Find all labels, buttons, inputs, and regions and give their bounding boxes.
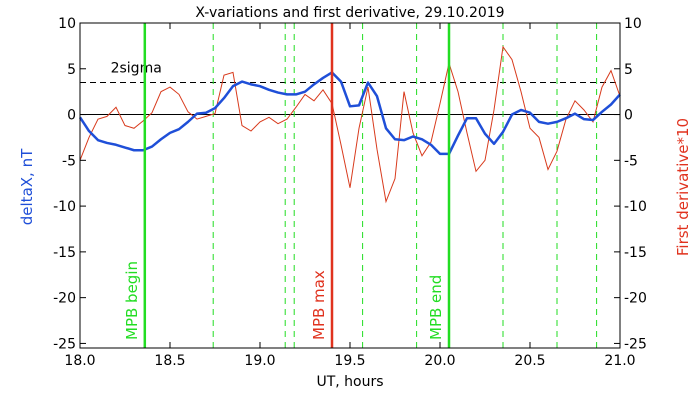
y-tick-label-right-2: 0 bbox=[624, 108, 633, 124]
y-tick-label-right-4: -10 bbox=[624, 199, 647, 215]
x-tick-label-4: 20.0 bbox=[424, 353, 455, 369]
x-tick-label-6: 21.0 bbox=[604, 353, 635, 369]
y-tick-label-right-3: -5 bbox=[624, 153, 638, 169]
x-axis-label: UT, hours bbox=[316, 374, 383, 390]
derivative-line bbox=[79, 45, 621, 204]
reference-label-1: 2sigma bbox=[111, 61, 162, 77]
x-tick-label-1: 18.5 bbox=[154, 353, 185, 369]
y-axis-right-label: First derivative*10 bbox=[674, 118, 692, 256]
x-tick-label-0: 18.0 bbox=[64, 353, 95, 369]
vline-label-0: MPB begin bbox=[123, 261, 141, 340]
y-axis-left-label: deltaX, nT bbox=[18, 148, 36, 225]
y-tick-label-left-2: 0 bbox=[67, 108, 76, 124]
vline-label-1: MPB max bbox=[310, 270, 328, 340]
deltax-line bbox=[78, 71, 621, 156]
y-tick-label-left-1: 5 bbox=[67, 62, 76, 78]
chart-title: X-variations and first derivative, 29.10… bbox=[195, 5, 504, 21]
y-tick-label-right-1: 5 bbox=[624, 62, 633, 78]
y-tick-label-right-0: 10 bbox=[624, 16, 642, 32]
x-tick-label-5: 20.5 bbox=[514, 353, 545, 369]
y-tick-label-left-3: -5 bbox=[62, 153, 76, 169]
y-tick-label-left-4: -10 bbox=[53, 199, 76, 215]
y-tick-label-left-7: -25 bbox=[53, 336, 76, 352]
x-tick-label-2: 19.0 bbox=[244, 353, 275, 369]
y-tick-label-right-7: -25 bbox=[624, 336, 647, 352]
y-tick-label-left-0: 10 bbox=[58, 16, 76, 32]
y-tick-label-left-5: -15 bbox=[53, 245, 76, 261]
vline-label-2: MPB end bbox=[427, 275, 445, 340]
y-tick-label-right-5: -15 bbox=[624, 245, 647, 261]
y-tick-label-left-6: -20 bbox=[53, 291, 76, 307]
y-tick-label-right-6: -20 bbox=[624, 291, 647, 307]
x-tick-label-3: 19.5 bbox=[334, 353, 365, 369]
